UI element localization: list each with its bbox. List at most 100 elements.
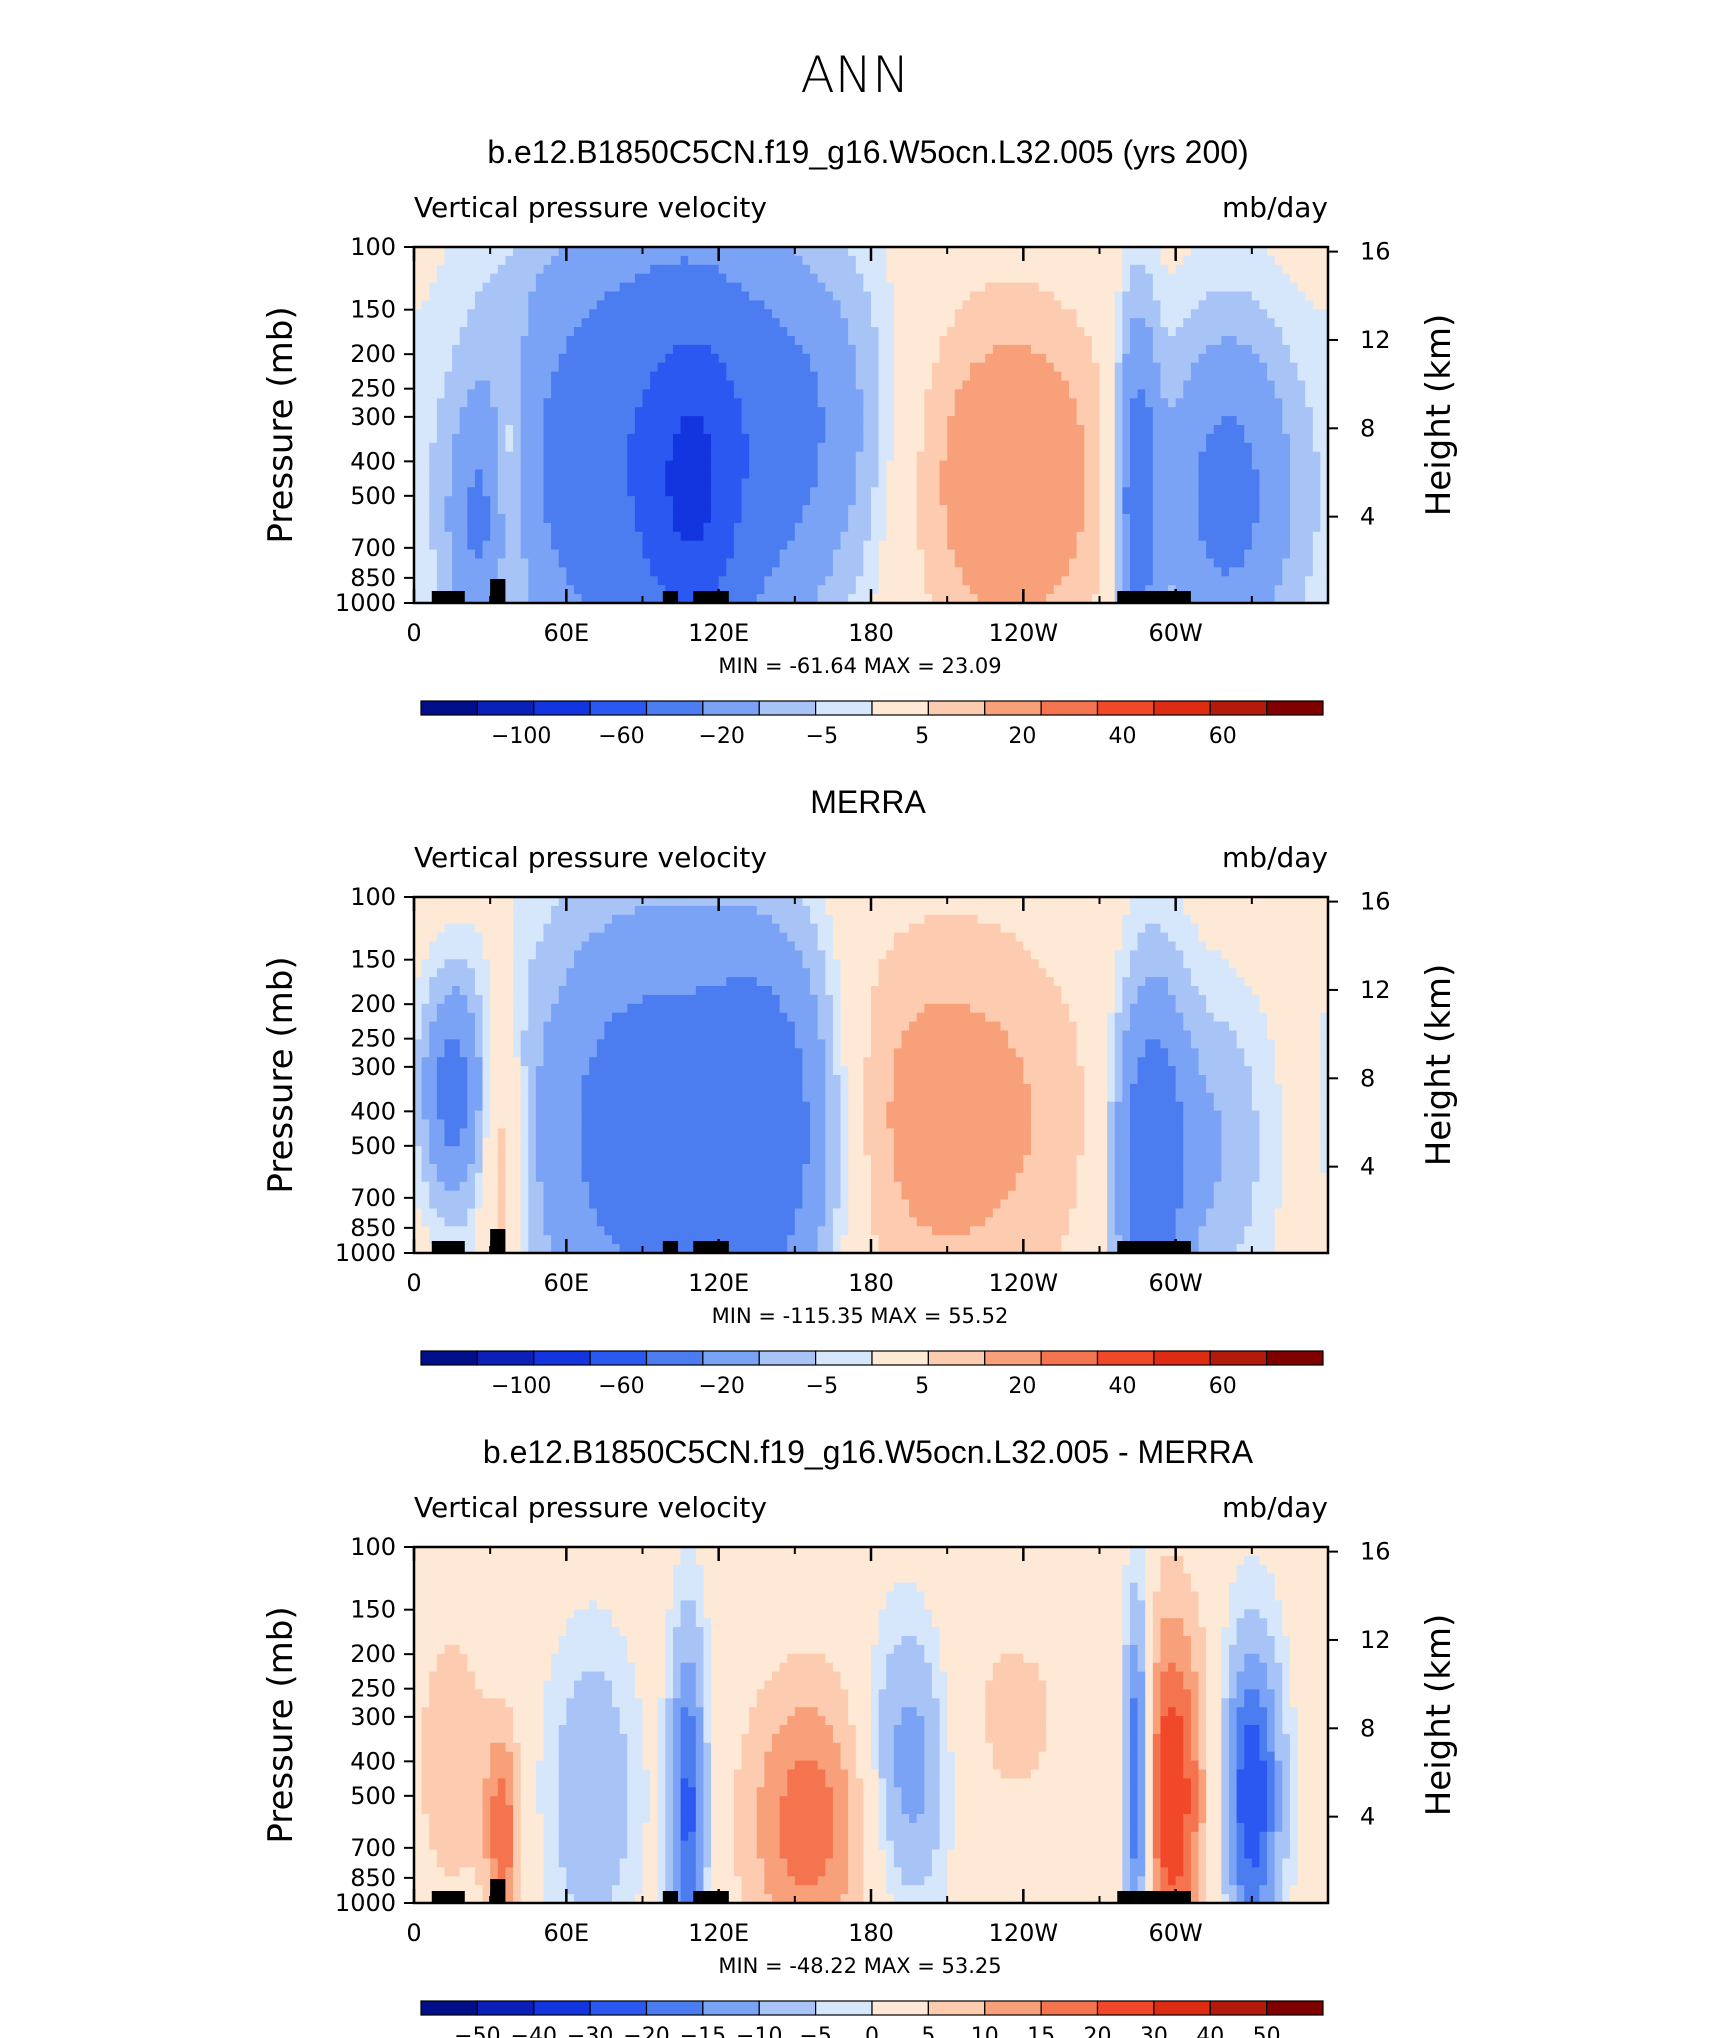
field-cell: [695, 291, 705, 301]
field-cell: [1282, 389, 1291, 399]
field-cell: [535, 505, 545, 515]
field-cell: [901, 594, 910, 603]
field-cell: [1320, 309, 1328, 319]
field-cell: [520, 487, 529, 497]
field-cell: [1198, 576, 1207, 586]
field-cell: [931, 398, 941, 408]
field-cell: [1198, 531, 1207, 542]
field-cell: [1190, 478, 1200, 488]
field-cell: [794, 327, 804, 337]
field-cell: [802, 549, 811, 560]
field-cell: [490, 558, 499, 568]
field-cell: [505, 327, 514, 337]
field-cell: [1198, 433, 1207, 444]
field-cell: [1175, 309, 1184, 319]
field-cell: [1244, 478, 1253, 488]
field-cell: [1030, 585, 1040, 595]
field-cell: [1038, 255, 1047, 266]
field-cell: [985, 291, 994, 301]
field-cell: [604, 514, 613, 524]
field-cell: [840, 505, 849, 515]
field-cell: [1129, 514, 1139, 524]
field-cell: [855, 327, 864, 337]
field-cell: [596, 371, 606, 382]
field-cell: [1145, 505, 1154, 515]
field-cell: [733, 576, 743, 586]
field-cell: [657, 273, 666, 284]
field-cell: [1023, 505, 1032, 515]
field-cell: [1213, 264, 1222, 275]
field-cell: [924, 451, 933, 462]
field-cell: [711, 380, 720, 390]
field-cell: [505, 273, 514, 284]
field-cell: [825, 576, 834, 586]
field-cell: [1084, 433, 1093, 444]
field-cell: [1206, 264, 1215, 275]
field-cell: [566, 514, 575, 524]
field-cell: [931, 460, 941, 471]
field-cell: [711, 282, 720, 293]
field-cell: [817, 442, 826, 453]
field-cell: [543, 398, 552, 408]
field-cell: [497, 273, 506, 284]
field-cell: [627, 282, 636, 293]
field-cell: [1008, 522, 1017, 533]
field-cell: [1289, 291, 1299, 301]
field-cell: [817, 514, 826, 524]
field-cell: [589, 425, 598, 435]
field-cell: [916, 451, 925, 462]
field-cell: [764, 264, 773, 275]
field-cell: [1129, 585, 1139, 595]
field-cell: [855, 514, 864, 524]
field-cell: [490, 487, 499, 497]
field-cell: [1267, 318, 1276, 328]
field-cell: [680, 496, 689, 506]
field-cell: [619, 300, 628, 310]
field-cell: [672, 318, 682, 328]
field-cell: [513, 558, 522, 568]
field-cell: [474, 460, 484, 471]
field-cell: [1023, 531, 1032, 542]
field-cell: [840, 318, 849, 328]
field-cell: [551, 371, 560, 382]
field-cell: [1099, 255, 1108, 266]
field-cell: [627, 362, 636, 373]
field-cell: [909, 460, 918, 471]
field-cell: [1251, 505, 1261, 515]
field-cell: [1213, 371, 1222, 382]
field-cell: [1038, 442, 1047, 453]
field-cell: [429, 264, 438, 275]
field-cell: [1198, 247, 1207, 257]
field-cell: [1183, 247, 1192, 257]
field-cell: [741, 433, 750, 444]
field-cell: [1297, 309, 1306, 319]
field-cell: [718, 362, 727, 373]
field-cell: [764, 460, 773, 471]
field-cell: [787, 247, 796, 257]
field-cell: [482, 487, 491, 497]
field-cell: [924, 282, 933, 293]
field-cell: [749, 318, 758, 328]
field-cell: [695, 540, 705, 551]
field-cell: [1015, 380, 1024, 390]
field-cell: [634, 398, 644, 408]
field-cell: [832, 487, 842, 497]
field-cell: [1008, 442, 1017, 453]
field-cell: [505, 451, 514, 462]
field-cell: [703, 255, 712, 266]
field-cell: [551, 282, 560, 293]
field-cell: [459, 353, 468, 364]
field-cell: [1152, 576, 1162, 586]
field-cell: [1251, 487, 1261, 497]
field-cell: [711, 425, 720, 435]
field-cell: [947, 318, 956, 328]
field-cell: [1213, 247, 1222, 257]
field-cell: [741, 353, 750, 364]
field-cell: [711, 576, 720, 586]
field-cell: [703, 531, 712, 542]
field-cell: [596, 514, 606, 524]
field-cell: [497, 318, 506, 328]
field-cell: [977, 362, 986, 373]
field-cell: [1137, 309, 1146, 319]
field-cell: [992, 451, 1002, 462]
